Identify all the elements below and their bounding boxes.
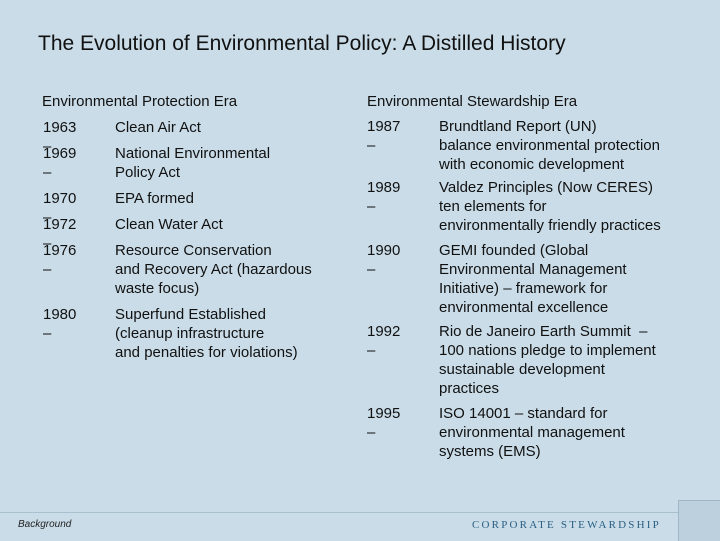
- entry-text: Rio de Janeiro Earth Summit – 100 nation…: [439, 323, 656, 397]
- section-label: Background: [18, 519, 72, 530]
- entry-text: Valdez Principles (Now CERES) ten elemen…: [439, 179, 661, 234]
- entry-text: Superfund Established (cleanup infrastru…: [115, 306, 298, 361]
- entry-year: 1995 –: [367, 405, 401, 441]
- footer-divider: [0, 512, 678, 513]
- left-column-heading: Environmental Protection Era: [42, 93, 238, 110]
- entry-year: 1987 –: [367, 118, 401, 154]
- entry-text: GEMI founded (Global Environmental Manag…: [439, 242, 627, 316]
- entry-year: 1972 –: [43, 216, 77, 252]
- entry-text: Clean Air Act: [115, 119, 201, 136]
- page-title: The Evolution of Environmental Policy: A…: [38, 32, 566, 55]
- entry-year: 1969 –: [43, 145, 77, 181]
- brand-wordmark: CORPORATE STEWARDSHIP: [472, 519, 661, 531]
- entry-year: 1970 –: [43, 190, 77, 226]
- corner-decoration: [678, 500, 720, 541]
- entry-text: EPA formed: [115, 190, 194, 207]
- entry-text: Clean Water Act: [115, 216, 223, 233]
- entry-year: 1976 –: [43, 242, 77, 278]
- entry-year: 1980 –: [43, 306, 77, 342]
- right-column-heading: Environmental Stewardship Era: [367, 93, 578, 110]
- entry-year: 1992 –: [367, 323, 401, 359]
- entry-year: 1963 –: [43, 119, 77, 155]
- entry-text: Resource Conservation and Recovery Act (…: [115, 242, 312, 297]
- entry-year: 1990 –: [367, 242, 401, 278]
- entry-text: Brundtland Report (UN) balance environme…: [439, 118, 660, 173]
- entry-year: 1989 –: [367, 179, 401, 215]
- entry-text: ISO 14001 – standard for environmental m…: [439, 405, 625, 460]
- entry-text: National Environmental Policy Act: [115, 145, 271, 181]
